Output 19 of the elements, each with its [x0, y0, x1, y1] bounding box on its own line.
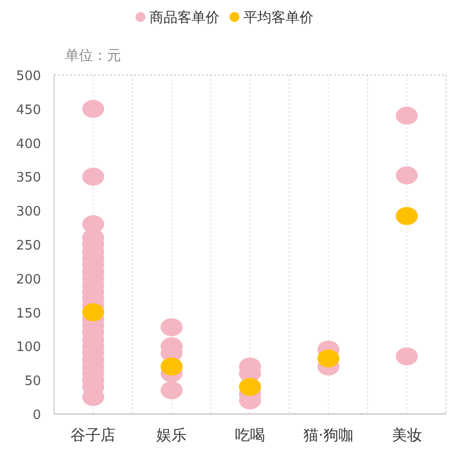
y-tick-label: 500 — [16, 69, 41, 84]
y-tick-label: 400 — [16, 136, 41, 152]
legend-label: 商品客单价 — [150, 10, 220, 26]
y-tick-label: 200 — [16, 272, 41, 288]
x-tick-label: 谷子店 — [70, 426, 116, 444]
y-tick-label: 300 — [16, 204, 41, 220]
y-tick-label: 350 — [16, 170, 41, 186]
y-tick-label: 250 — [16, 238, 41, 254]
y-tick-label: 100 — [16, 340, 41, 356]
x-tick-label: 美妆 — [392, 426, 422, 444]
x-tick-label: 娱乐 — [156, 426, 187, 444]
y-tick-label: 450 — [16, 102, 41, 118]
x-tick-label: 吃喝 — [235, 426, 265, 444]
x-tick-label: 猫·狗咖 — [304, 426, 354, 444]
y-axis-title: 单位：元 — [65, 48, 121, 64]
y-tick-label: 50 — [24, 374, 41, 390]
y-tick-label: 0 — [32, 408, 41, 423]
legend-label: 平均客单价 — [244, 10, 314, 26]
y-tick-label: 150 — [16, 306, 41, 322]
